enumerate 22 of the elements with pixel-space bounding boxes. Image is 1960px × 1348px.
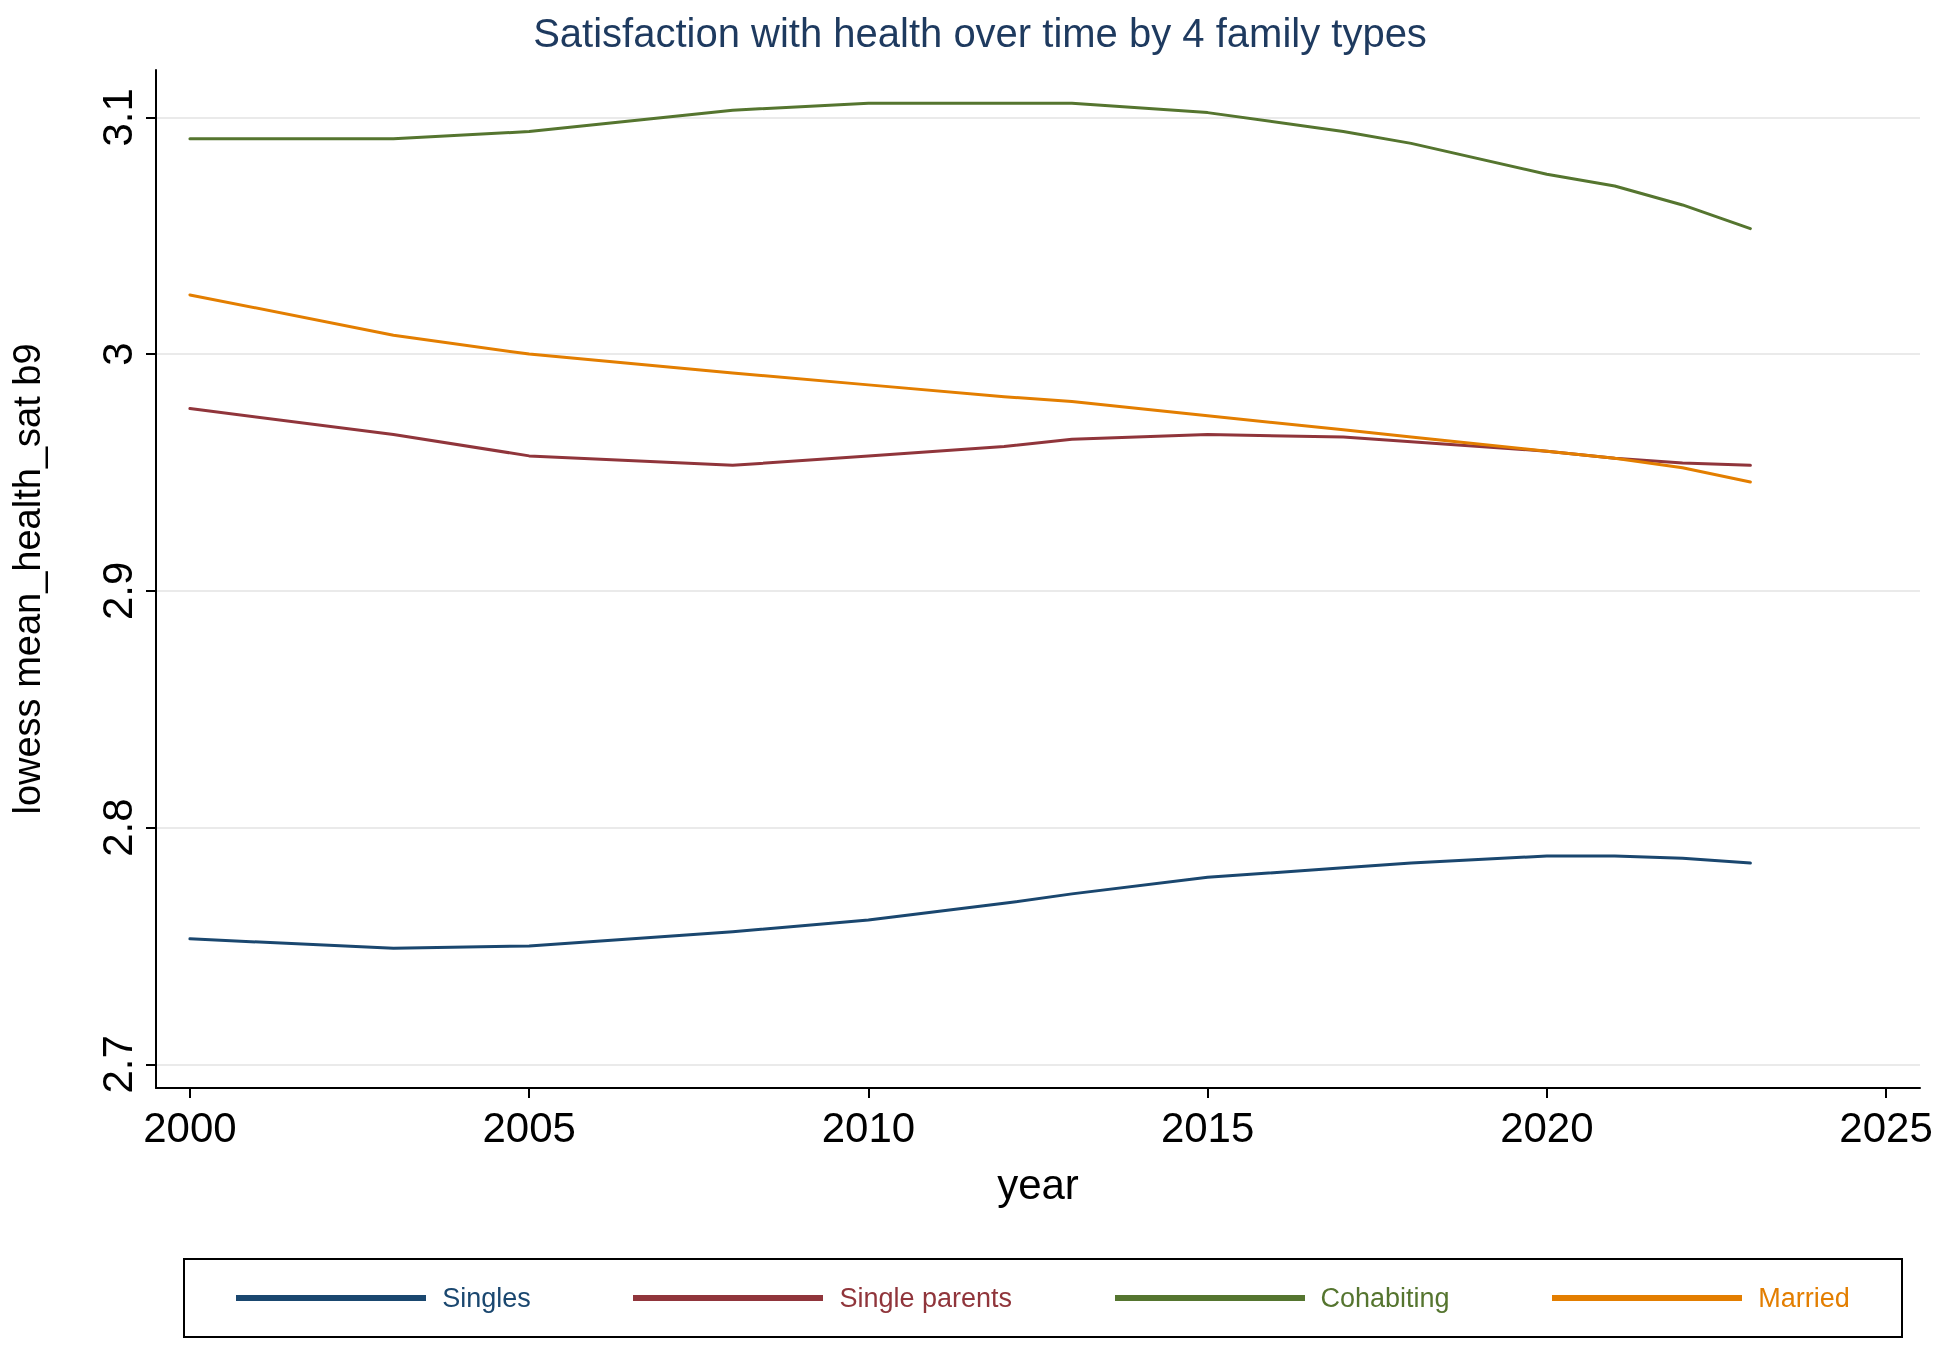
text: Cohabiting	[1320, 1282, 1450, 1314]
text: Singles	[442, 1282, 531, 1314]
x-tick-label: 2010	[821, 1103, 916, 1151]
chart-title: Satisfaction with health over time by 4 family types	[533, 11, 1427, 55]
line-series	[188, 293, 1752, 484]
x-tick-label: 2025	[1839, 1103, 1933, 1151]
text: Single parents	[839, 1282, 1012, 1314]
y-tick-label: 2.9	[93, 561, 141, 621]
line-series	[188, 101, 1752, 231]
line-series	[188, 854, 1752, 950]
x-tick-label: 2015	[1160, 1103, 1255, 1151]
y-tick-label: 2.8	[93, 798, 141, 857]
x-tick-label: 2000	[143, 1103, 237, 1151]
line-series	[188, 407, 1752, 467]
x-tick-label: 2005	[482, 1103, 576, 1151]
y-axis-title: lowess mean_health_sat b9	[6, 343, 48, 815]
text: Married	[1758, 1282, 1850, 1314]
x-tick-label: 2020	[1500, 1103, 1594, 1151]
y-tick-label: 3	[93, 342, 141, 366]
y-tick-label: 2.7	[93, 1035, 141, 1094]
y-tick-label: 3.1	[93, 88, 141, 147]
x-axis-title: year	[997, 1160, 1079, 1208]
